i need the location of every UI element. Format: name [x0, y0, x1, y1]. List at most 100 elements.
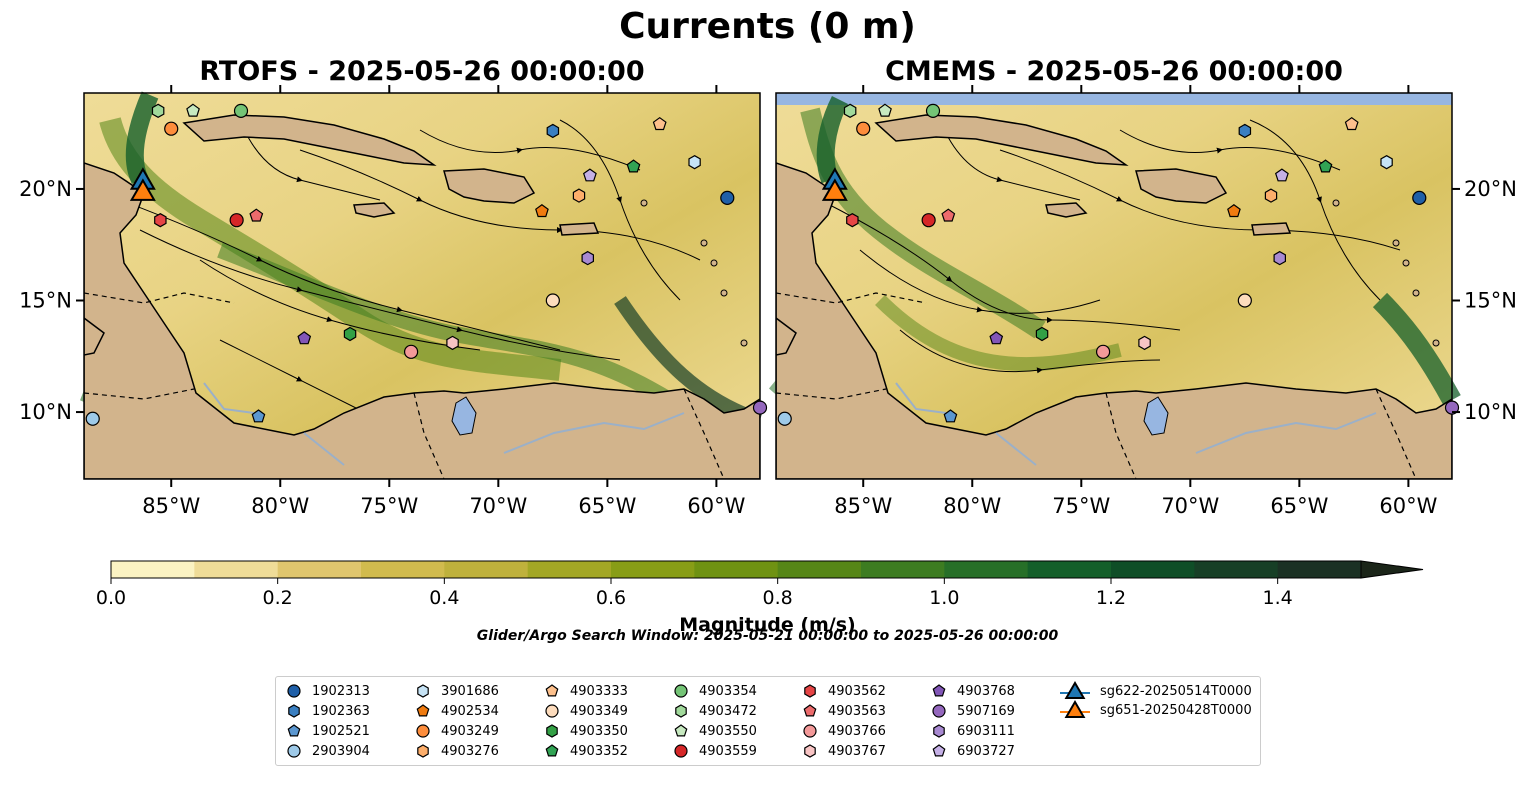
markers-rtofs [85, 103, 768, 426]
legend-item-1902363: 1902363 [286, 701, 370, 721]
legend-marker [932, 684, 946, 697]
legend-item-4903766: 4903766 [802, 721, 886, 741]
streamlines-cmems [789, 119, 1401, 421]
colorbar-bin [1027, 561, 1112, 578]
marker-4903276 [1264, 188, 1278, 203]
legend-symbol [545, 704, 559, 718]
marker-4903562 [846, 213, 859, 228]
marker-4903350 [343, 326, 357, 342]
x-tick-label: 65°W [1270, 494, 1328, 518]
legend-item-4903333: 4903333 [544, 681, 628, 701]
colorbar-tick-label: 1.0 [929, 587, 960, 609]
y-ticks-cmems: 10°N 15°N 20°N [1452, 177, 1517, 424]
panel-title-cmems: CMEMS - 2025-05-26 00:00:00 [885, 56, 1343, 87]
colorbar-bin [444, 561, 529, 578]
marker-4903349 [1237, 293, 1252, 308]
panel-title-rtofs: RTOFS - 2025-05-26 00:00:00 [199, 56, 645, 87]
legend-marker [933, 724, 945, 738]
colorbar-bin [777, 561, 862, 578]
colorbar-bin [1277, 561, 1362, 578]
marker-4903472 [843, 103, 857, 118]
legend-symbol [933, 724, 945, 738]
colorbar-bin [1111, 561, 1195, 578]
legend-label: 1902313 [312, 683, 370, 699]
marker-1902363 [1238, 123, 1252, 139]
legend-label: 4903562 [828, 683, 886, 699]
legend-label: 2903904 [312, 743, 370, 759]
y-tick-label: 10°N [19, 400, 72, 424]
legend-item-2903904: 2903904 [286, 741, 370, 761]
x-tick-label: 70°W [1161, 494, 1219, 518]
search-window-note: Glider/Argo Search Window: 2025-05-21 00… [476, 628, 1059, 644]
legend-marker [675, 704, 687, 718]
legend-symbol [804, 744, 816, 758]
legend-item-4903768: 4903768 [931, 681, 1015, 701]
x-ticks-cmems: 85°W 80°W 75°W 70°W 65°W 60°W [834, 85, 1438, 518]
legend-label: 4903768 [957, 683, 1015, 699]
legend-label: 5907169 [957, 703, 1015, 719]
rtofs-panel: 85°W 80°W 75°W 70°W 65°W 60°W 10°N 15°N 20°N [19, 85, 768, 518]
legend-symbol [416, 724, 430, 738]
marker-4903562 [154, 213, 167, 228]
marker-4903766 [1095, 344, 1111, 359]
legend-item-4903249: 4903249 [415, 721, 499, 741]
legend-label: 6903727 [957, 743, 1015, 759]
colorbar-bin [277, 561, 362, 578]
x-tick-label: 75°W [360, 494, 418, 518]
legend-symbol [545, 744, 559, 757]
colorbar-bin [111, 561, 195, 578]
legend-marker [803, 724, 817, 738]
x-tick-label: 60°W [1379, 494, 1437, 518]
marker-1902521 [251, 409, 266, 423]
marker-4903354 [925, 103, 941, 118]
marker-sg651-20250428T0000 [821, 178, 848, 201]
y-tick-label: 15°N [1464, 289, 1517, 313]
marker-4903559 [921, 213, 936, 228]
legend-label: 4903472 [699, 703, 757, 719]
legend-marker [416, 704, 430, 717]
legend-label: 4903352 [570, 743, 628, 759]
legend-label: 4903349 [570, 703, 628, 719]
legend-item-4903350: 4903350 [544, 721, 628, 741]
legend-symbol [545, 684, 559, 697]
legend-symbol [932, 704, 946, 718]
x-ticks-rtofs: 85°W 80°W 75°W 70°W 65°W 60°W [142, 85, 746, 518]
colorbar-tick-label: 0.0 [95, 587, 127, 609]
marker-4903249 [164, 121, 179, 136]
colorbar-extend-arrow [1360, 560, 1424, 579]
marker-sg651-20250428T0000 [129, 178, 156, 201]
y-tick-label: 10°N [1464, 400, 1517, 424]
marker-4903767 [446, 335, 459, 351]
y-ticks-rtofs: 10°N 15°N 20°N [19, 177, 84, 424]
x-tick-label: 65°W [578, 494, 636, 518]
marker-4903767 [1138, 335, 1151, 351]
legend-item-4903276: 4903276 [415, 741, 499, 761]
marker-1902363 [546, 123, 560, 139]
legend-label: 3901686 [441, 683, 499, 699]
marker-1902313 [1412, 190, 1427, 205]
marker-4903550 [878, 103, 892, 117]
legend-marker [932, 704, 946, 718]
legend-marker [545, 704, 559, 718]
marker-4903352 [1318, 159, 1333, 173]
marker-6903727 [582, 168, 597, 182]
legend-symbol [1060, 700, 1090, 718]
marker-4903766 [403, 344, 419, 359]
marker-6903111 [581, 250, 595, 266]
legend-item-6903111: 6903111 [931, 721, 1015, 741]
legend-symbol [674, 744, 688, 758]
x-tick-label: 80°W [251, 494, 309, 518]
legend-item-4903563: 4903563 [802, 701, 886, 721]
legend-item-1902521: 1902521 [286, 721, 370, 741]
legend-marker [287, 744, 301, 758]
marker-4903563 [249, 208, 264, 222]
marker-3901686 [688, 155, 701, 170]
legend-label: 4903563 [828, 703, 886, 719]
legend-item-sg622-20250514T0000: sg622-20250514T0000 [1060, 681, 1252, 701]
legend-label: 4903550 [699, 723, 757, 739]
x-tick-label: 80°W [943, 494, 1001, 518]
colorbar-tick-label: 0.4 [429, 587, 460, 609]
legend-marker [416, 724, 430, 738]
legend-item-4903559: 4903559 [673, 741, 757, 761]
legend-marker [287, 684, 301, 698]
